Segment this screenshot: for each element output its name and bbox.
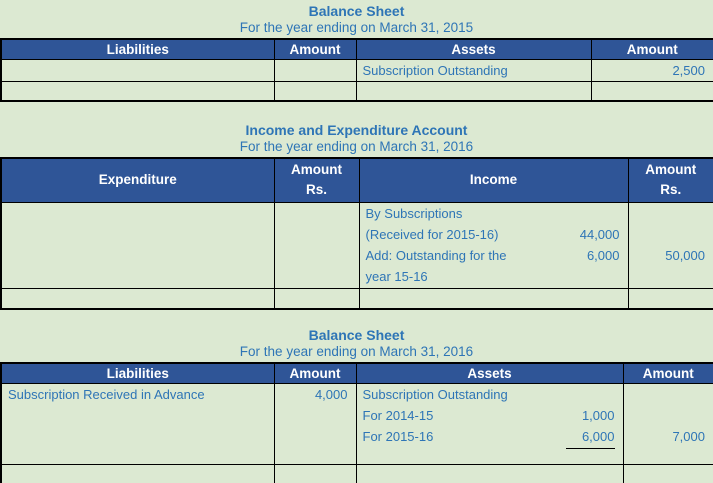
income-line: year 15-16 [365, 268, 428, 284]
income-total: 50,000 [665, 247, 705, 263]
income-line: By Subscriptions [365, 205, 463, 221]
table-row-empty [0, 463, 713, 483]
header-amount-right: Amount [622, 362, 713, 384]
assets-line: Subscription Outstanding [362, 386, 508, 402]
assets-line: For 2014-15 1,000 [362, 407, 615, 423]
header-liabilities: Liabilities [0, 38, 275, 60]
subtotal-underline: 6,000 [565, 426, 615, 449]
income-expenditure-table: Expenditure Amount Rs. Income Amount Rs.… [0, 157, 713, 310]
assets-amount-cell: 2,500 [590, 58, 713, 82]
assets-cell: Subscription Outstanding [355, 58, 592, 82]
table-row-empty [0, 80, 713, 102]
header-amount-rs-left: Amount Rs. [273, 157, 360, 203]
income-line: Add: Outstanding for the 6,000 [365, 247, 620, 263]
balance-sheet-2016-table: Liabilities Amount Assets Amount Subscri… [0, 362, 713, 483]
header-amount-left: Amount [273, 38, 357, 60]
header-amount-rs-right: Amount Rs. [627, 157, 713, 203]
expenditure-amount-cell-empty [273, 201, 360, 289]
liabilities-cell-empty [0, 58, 275, 82]
table-row: Subscription Outstanding 2,500 [0, 58, 713, 82]
income-amount-cell: 50,000 [627, 201, 713, 289]
balance-sheet-2016-title: Balance Sheet [308, 327, 405, 343]
balance-sheet-2015-section: Balance Sheet For the year ending on Mar… [0, 0, 713, 102]
assets-line: For 2015-16 6,000 [357, 426, 622, 449]
header-amount-right: Amount [590, 38, 713, 60]
liabilities-amount-cell: 4,000 [273, 382, 357, 465]
table-row: By Subscriptions (Received for 2015-16) … [0, 201, 713, 289]
table-header-row: Expenditure Amount Rs. Income Amount Rs. [0, 157, 713, 203]
balance-sheet-2015-subtitle: For the year ending on March 31, 2015 [239, 20, 474, 35]
expenditure-cell-empty [0, 201, 275, 289]
table-header-row: Liabilities Amount Assets Amount [0, 362, 713, 384]
header-income: Income [358, 157, 629, 203]
income-expenditure-title: Income and Expenditure Account [245, 122, 468, 138]
header-assets: Assets [355, 362, 624, 384]
table-row: Subscription Received in Advance 4,000 S… [0, 382, 713, 465]
liabilities-cell: Subscription Received in Advance [0, 382, 275, 465]
table-row-empty [0, 287, 713, 310]
income-cell: By Subscriptions (Received for 2015-16) … [358, 201, 629, 289]
header-assets: Assets [355, 38, 592, 60]
section-gap [0, 310, 713, 327]
income-line: (Received for 2015-16) 44,000 [365, 226, 620, 242]
income-expenditure-section: Income and Expenditure Account For the y… [0, 122, 713, 310]
balance-sheet-2015-table: Liabilities Amount Assets Amount Subscri… [0, 38, 713, 102]
balance-sheet-2015-title: Balance Sheet [308, 3, 405, 19]
assets-cell: Subscription Outstanding For 2014-15 1,0… [355, 382, 624, 465]
income-expenditure-subtitle: For the year ending on March 31, 2016 [239, 139, 474, 154]
table-header-row: Liabilities Amount Assets Amount [0, 38, 713, 60]
header-expenditure: Expenditure [0, 157, 275, 203]
balance-sheet-2016-section: Balance Sheet For the year ending on Mar… [0, 327, 713, 483]
section-gap [0, 102, 713, 122]
header-liabilities: Liabilities [0, 362, 275, 384]
assets-amount-cell: 7,000 [622, 382, 713, 465]
assets-total: 7,000 [672, 428, 705, 444]
header-amount-left: Amount [273, 362, 357, 384]
liabilities-amount-cell-empty [273, 58, 357, 82]
balance-sheet-2016-subtitle: For the year ending on March 31, 2016 [239, 344, 474, 359]
